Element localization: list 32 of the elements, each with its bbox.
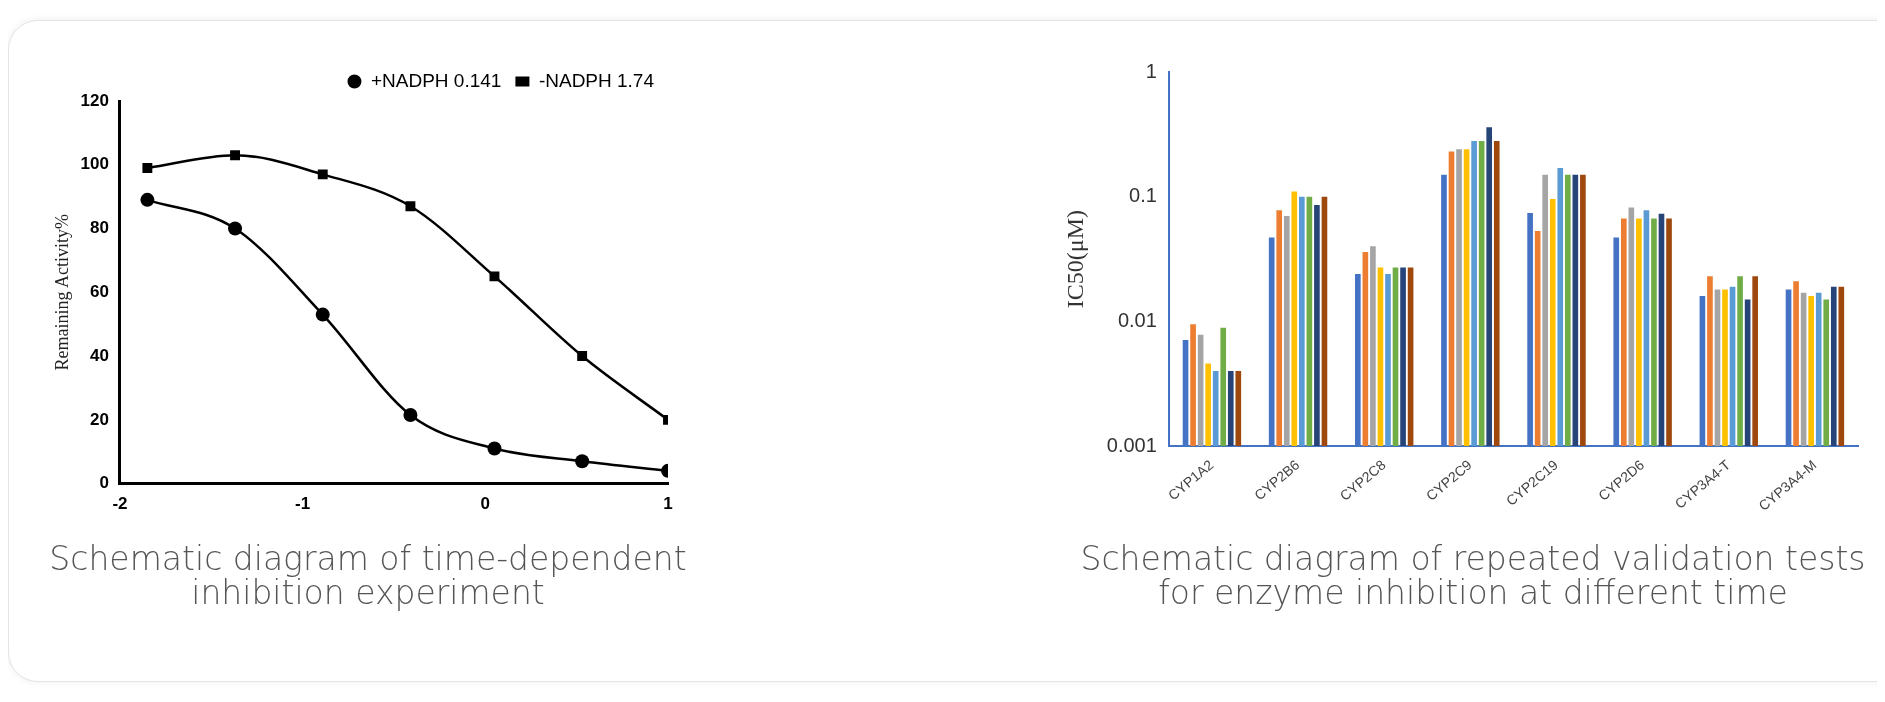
x-tick-label: -2 <box>112 494 128 514</box>
y-tick-label: 0.01 <box>1117 308 1157 331</box>
point <box>403 408 418 423</box>
text: Schematic diagram of time-dependent inhibition experiment <box>48 539 688 612</box>
point <box>230 150 240 161</box>
y-tick-label: 120 <box>80 90 109 110</box>
point <box>405 201 416 212</box>
x-tick-label: 1 <box>663 494 673 514</box>
legend-label: -NADPH 1.74 <box>538 69 655 91</box>
legend-label: +NADPH 0.141 <box>370 69 502 91</box>
point <box>575 454 590 469</box>
y-tick-label: 100 <box>80 154 109 174</box>
y-tick-label: 40 <box>90 345 109 365</box>
y-tick-label: 1 <box>1145 59 1157 82</box>
y-tick-label: 0.001 <box>1106 433 1157 456</box>
y-tick-label: 0.1 <box>1129 184 1157 207</box>
y-axis-title: IC50(μM) <box>1061 209 1088 309</box>
x-tick-label: -1 <box>295 494 311 514</box>
point <box>577 351 588 362</box>
point <box>140 192 155 207</box>
point <box>487 441 502 456</box>
y-tick-label: 60 <box>90 281 109 301</box>
point <box>315 307 330 322</box>
y-axis-title: Remaining Activity% <box>51 214 72 371</box>
point <box>317 169 328 180</box>
point <box>489 271 500 282</box>
text: Schematic diagram of repeated validation tests for enzyme inhibition at different time <box>1079 539 1867 612</box>
x-tick-label: 0 <box>480 494 491 514</box>
point <box>142 163 153 173</box>
y-tick-label: 80 <box>90 218 109 238</box>
point <box>228 221 243 236</box>
y-tick-label: 20 <box>90 409 109 429</box>
